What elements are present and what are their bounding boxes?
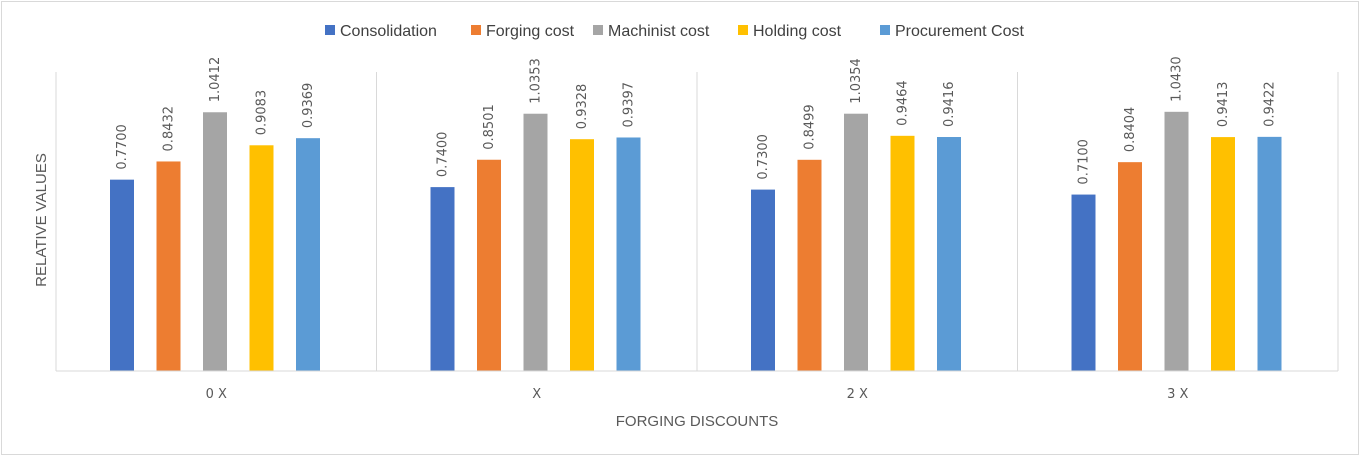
data-labels: 0.7700 0.8432 1.0412 0.9083 0.9369 0.7400 0.85… — [115, 56, 1278, 184]
bar — [156, 161, 181, 371]
bar — [249, 145, 274, 371]
data-label: 0.8404 — [1123, 107, 1138, 153]
data-label: 1.0353 — [529, 58, 544, 104]
bar — [523, 113, 548, 371]
bar — [430, 187, 455, 371]
data-label: 1.0354 — [849, 58, 864, 104]
category-separators — [55, 72, 1339, 371]
data-label: 0.9464 — [896, 80, 911, 126]
bar — [296, 138, 320, 371]
bar — [570, 139, 594, 371]
data-label: 0.9413 — [1216, 82, 1231, 128]
legend-swatch — [880, 25, 890, 35]
data-label: 0.7300 — [756, 134, 771, 180]
bar — [890, 135, 915, 371]
bar — [844, 113, 868, 372]
bar — [1118, 162, 1142, 371]
data-label: 0.9369 — [301, 83, 316, 129]
legend-label: Forging cost — [486, 23, 575, 40]
y-axis-title: RELATIVE VALUES — [33, 153, 50, 287]
bar — [1164, 111, 1189, 371]
category-labels: 0 X X 2 X 3 X — [206, 387, 1189, 402]
bar — [203, 112, 227, 371]
legend-swatch — [325, 25, 335, 35]
legend-swatch — [593, 25, 603, 35]
bar — [797, 159, 822, 371]
data-label: 0.7100 — [1077, 139, 1092, 185]
bar — [1257, 136, 1282, 371]
data-label: 0.9328 — [575, 84, 590, 130]
bar — [937, 137, 961, 371]
category-label: 3 X — [1167, 387, 1188, 402]
data-label: 0.9397 — [622, 82, 637, 128]
category-label: 0 X — [206, 387, 227, 402]
data-label: 0.8499 — [803, 104, 818, 150]
data-label: 1.0412 — [208, 57, 223, 103]
legend-label: Machinist cost — [608, 23, 710, 40]
x-axis-title: FORGING DISCOUNTS — [616, 413, 779, 430]
data-label: 0.9416 — [942, 82, 957, 128]
legend-swatch — [738, 25, 748, 35]
legend-label: Holding cost — [753, 23, 842, 40]
bar — [1071, 194, 1096, 371]
legend-label: Procurement Cost — [895, 23, 1024, 40]
data-label: 0.7400 — [436, 132, 451, 178]
data-label: 0.9422 — [1263, 81, 1278, 127]
legend: Consolidation Forging cost Machinist cost H… — [325, 23, 1024, 40]
bar — [1211, 137, 1235, 371]
bars — [110, 111, 1282, 372]
data-label: 0.7700 — [115, 124, 130, 170]
legend-swatch — [471, 25, 481, 35]
category-label: 2 X — [847, 387, 868, 402]
bar — [616, 137, 641, 371]
data-label: 1.0430 — [1170, 56, 1185, 102]
data-label: 0.8501 — [482, 104, 497, 150]
bar — [110, 179, 134, 371]
legend-label: Consolidation — [340, 23, 437, 40]
data-label: 0.8432 — [162, 106, 177, 152]
data-label: 0.9083 — [255, 90, 270, 136]
bar — [751, 189, 775, 371]
bar — [477, 159, 501, 371]
category-label: X — [532, 387, 541, 402]
